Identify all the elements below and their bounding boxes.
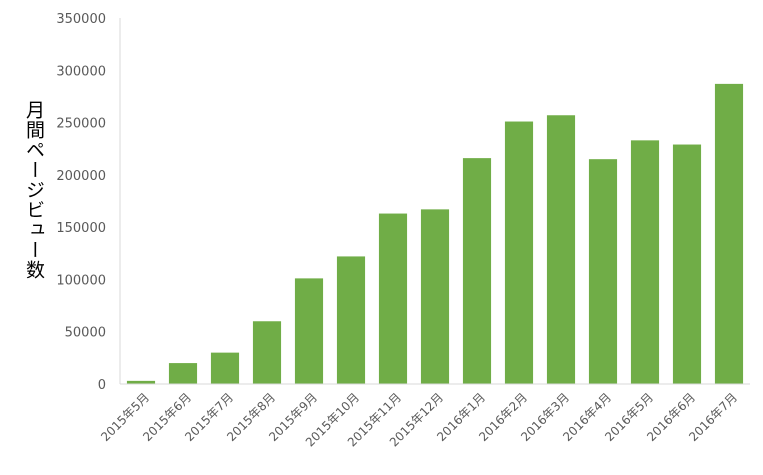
y-tick-label: 150000 [56, 221, 106, 236]
bar [462, 158, 492, 384]
y-tick-label: 0 [98, 378, 106, 393]
bar [378, 213, 408, 384]
bar [210, 352, 240, 384]
bar [546, 115, 576, 384]
bar [420, 209, 450, 384]
bar [588, 159, 618, 384]
y-tick-label: 350000 [56, 12, 106, 27]
bar [252, 321, 282, 384]
bar [168, 363, 198, 384]
bar [714, 83, 744, 384]
y-tick-label: 250000 [56, 117, 106, 132]
y-axis-label: 月間ページビュー数 [23, 100, 45, 280]
y-tick-label: 300000 [56, 64, 106, 79]
bar [294, 278, 324, 384]
bar [126, 380, 156, 384]
x-axis: 2015年5月2015年6月2015年7月2015年8月2015年9月2015年… [98, 383, 750, 449]
y-axis: 0 50000 100000 150000 200000 250000 300000 3500… [56, 12, 121, 393]
y-tick-label: 50000 [65, 326, 106, 341]
y-tick-label: 200000 [56, 169, 106, 184]
bar [672, 144, 702, 384]
bar [504, 121, 534, 385]
bar [630, 140, 660, 384]
y-tick-label: 100000 [56, 273, 106, 288]
bar [336, 256, 366, 384]
bars [126, 83, 744, 385]
